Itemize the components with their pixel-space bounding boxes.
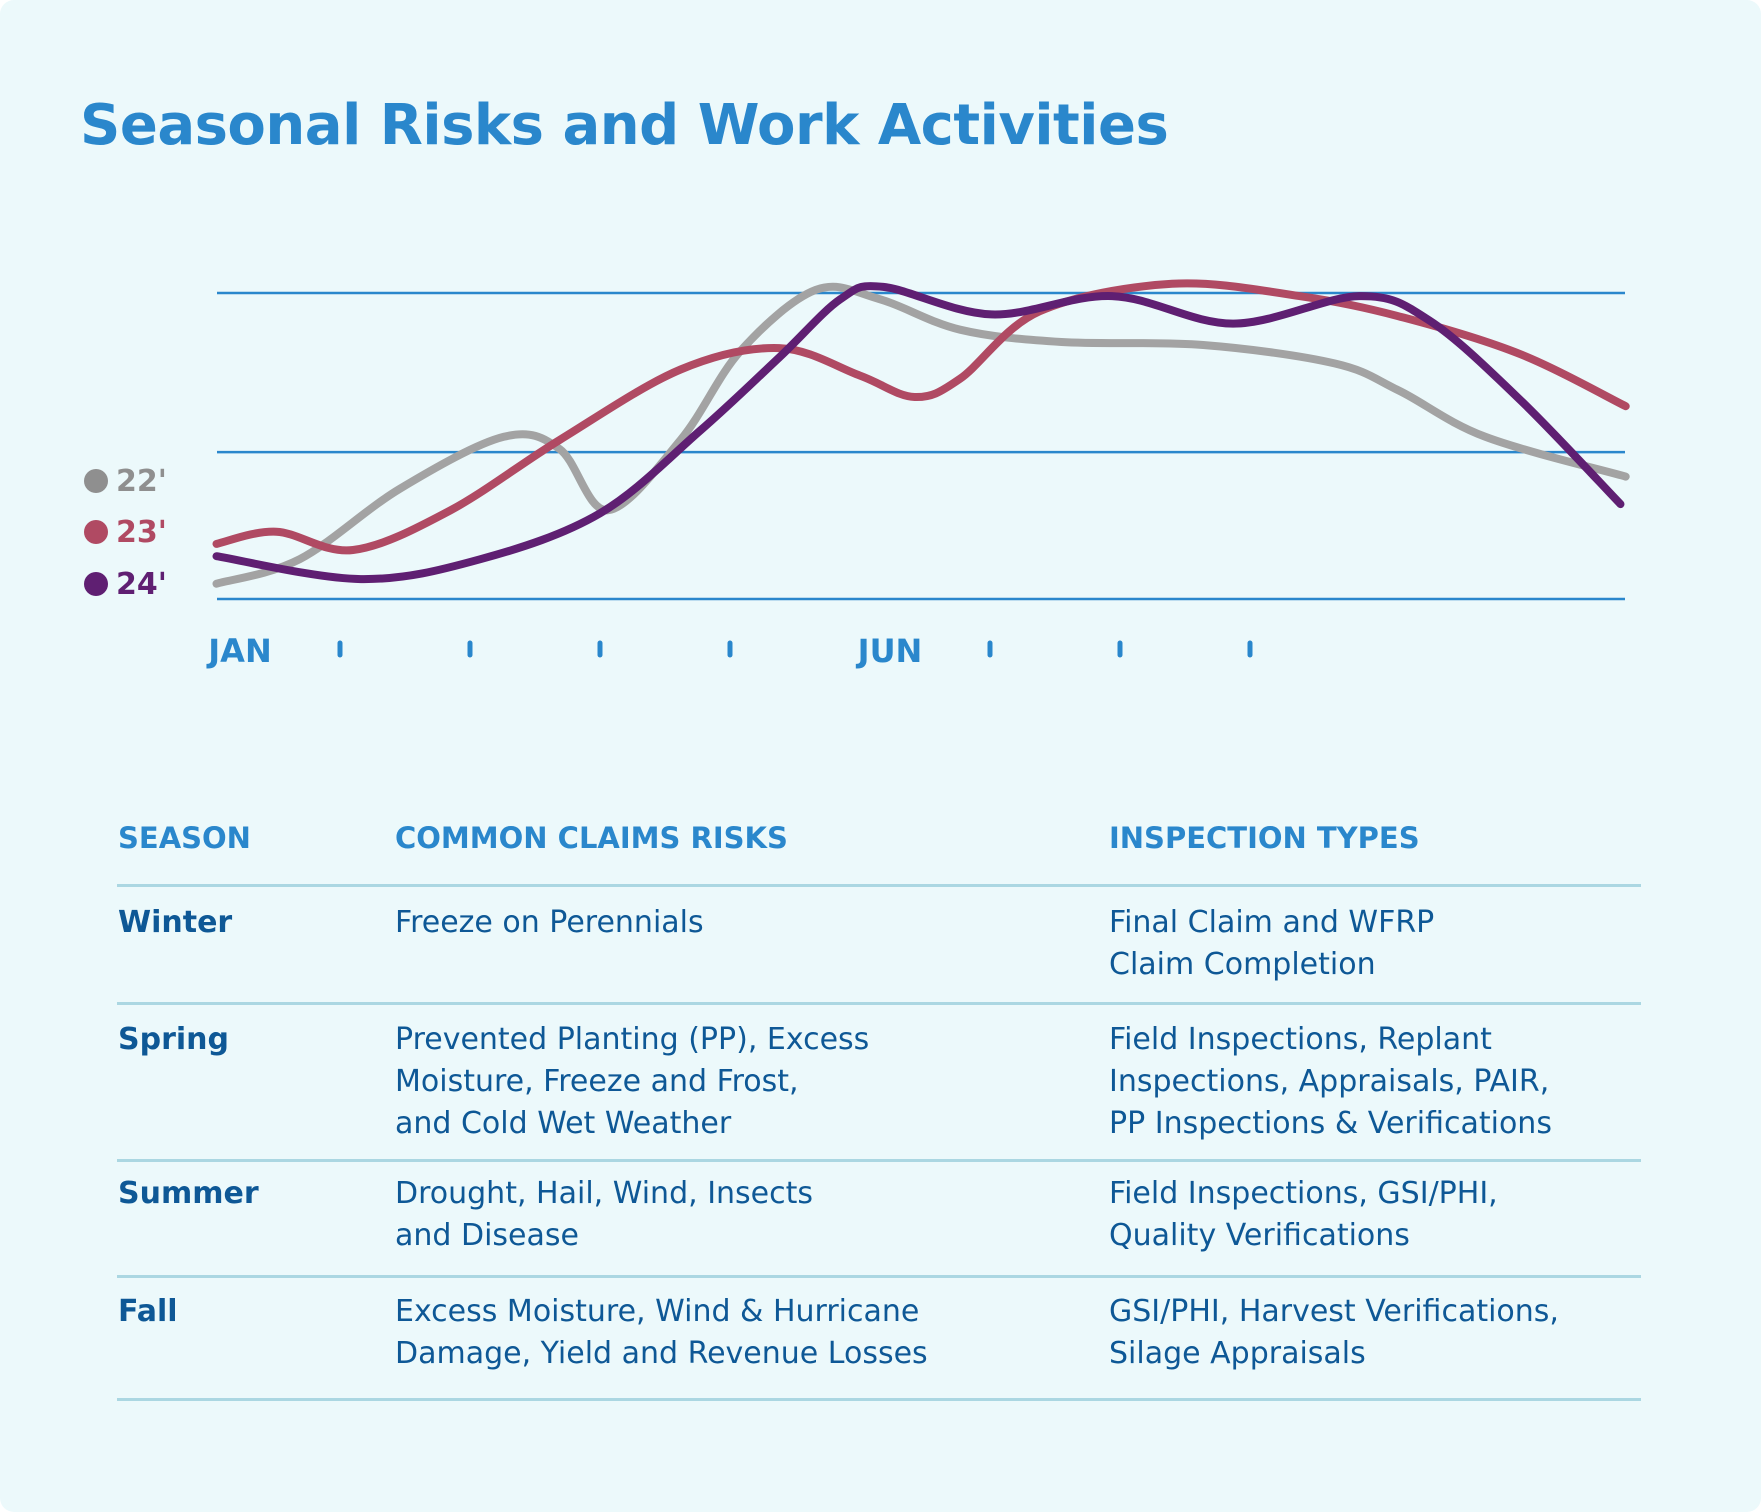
season-cell: Winter <box>118 905 233 940</box>
legend-dot-icon <box>84 572 108 596</box>
cell-line: Claim Completion <box>1109 947 1376 982</box>
series-lines <box>212 279 1630 588</box>
cell-line: and Cold Wet Weather <box>395 1106 732 1141</box>
season-cell: Fall <box>118 1294 178 1329</box>
series-line-24 <box>212 282 1625 584</box>
table-header-inspections: INSPECTION TYPES <box>1109 821 1420 855</box>
cell-line: Prevented Planting (PP), Excess <box>395 1022 870 1057</box>
cell-line: and Disease <box>395 1218 579 1253</box>
inspections-cell: GSI/PHI, Harvest Verifications, Silage A… <box>1109 1291 1559 1375</box>
page-title: Seasonal Risks and Work Activities <box>80 93 1169 158</box>
cell-line: Damage, Yield and Revenue Losses <box>395 1336 928 1371</box>
inspections-cell: Field Inspections, Replant Inspections, … <box>1109 1019 1552 1145</box>
risks-cell: Prevented Planting (PP), Excess Moisture… <box>395 1019 869 1145</box>
cell-line: Moisture, Freeze and Frost, <box>395 1064 799 1099</box>
cell-line: Excess Moisture, Wind & Hurricane <box>395 1294 920 1329</box>
inspections-cell: Field Inspections, GSI/PHI, Quality Veri… <box>1109 1173 1498 1257</box>
cell-line: Freeze on Perennials <box>395 905 704 940</box>
table-divider <box>117 1002 1641 1005</box>
legend-dot-icon <box>84 520 108 544</box>
x-tick-label: JUN <box>856 632 923 670</box>
risks-cell: Drought, Hail, Wind, Insects and Disease <box>395 1173 813 1257</box>
table-divider <box>117 1159 1641 1162</box>
line-chart: JAN JUN <box>206 279 1630 670</box>
series-line-23 <box>212 279 1630 555</box>
x-axis-ticks <box>337 640 1253 658</box>
cell-line: Field Inspections, GSI/PHI, <box>1109 1176 1498 1211</box>
legend-item-23: 23' <box>84 514 167 550</box>
x-axis-labels: JAN JUN <box>206 632 922 670</box>
legend-item-22: 22' <box>84 463 167 499</box>
table-header-season: SEASON <box>118 821 251 855</box>
risks-cell: Freeze on Perennials <box>395 902 704 944</box>
cell-line: Field Inspections, Replant <box>1109 1022 1492 1057</box>
season-cell: Spring <box>118 1022 229 1057</box>
legend-dot-icon <box>84 469 108 493</box>
cell-line: Inspections, Appraisals, PAIR, <box>1109 1064 1550 1099</box>
table-divider <box>117 884 1641 887</box>
cell-line: Final Claim and WFRP <box>1109 905 1435 940</box>
cell-line: PP Inspections & Verifications <box>1109 1106 1552 1141</box>
inspections-cell: Final Claim and WFRP Claim Completion <box>1109 902 1434 986</box>
legend-label: 23' <box>116 514 167 550</box>
cell-line: Drought, Hail, Wind, Insects <box>395 1176 814 1211</box>
table-divider <box>117 1275 1641 1278</box>
x-tick-label: JAN <box>206 632 271 670</box>
series-line-22 <box>212 282 1630 588</box>
risks-cell: Excess Moisture, Wind & Hurricane Damage… <box>395 1291 928 1375</box>
gridlines <box>217 291 1625 601</box>
legend-label: 24' <box>116 566 167 602</box>
legend-label: 22' <box>116 463 167 499</box>
season-cell: Summer <box>118 1176 259 1211</box>
cell-line: Quality Verifications <box>1109 1218 1410 1253</box>
table-header-risks: COMMON CLAIMS RISKS <box>395 821 788 855</box>
legend-item-24: 24' <box>84 566 167 602</box>
cell-line: GSI/PHI, Harvest Verifications, <box>1109 1294 1559 1329</box>
table-divider <box>117 1398 1641 1401</box>
cell-line: Silage Appraisals <box>1109 1336 1366 1371</box>
